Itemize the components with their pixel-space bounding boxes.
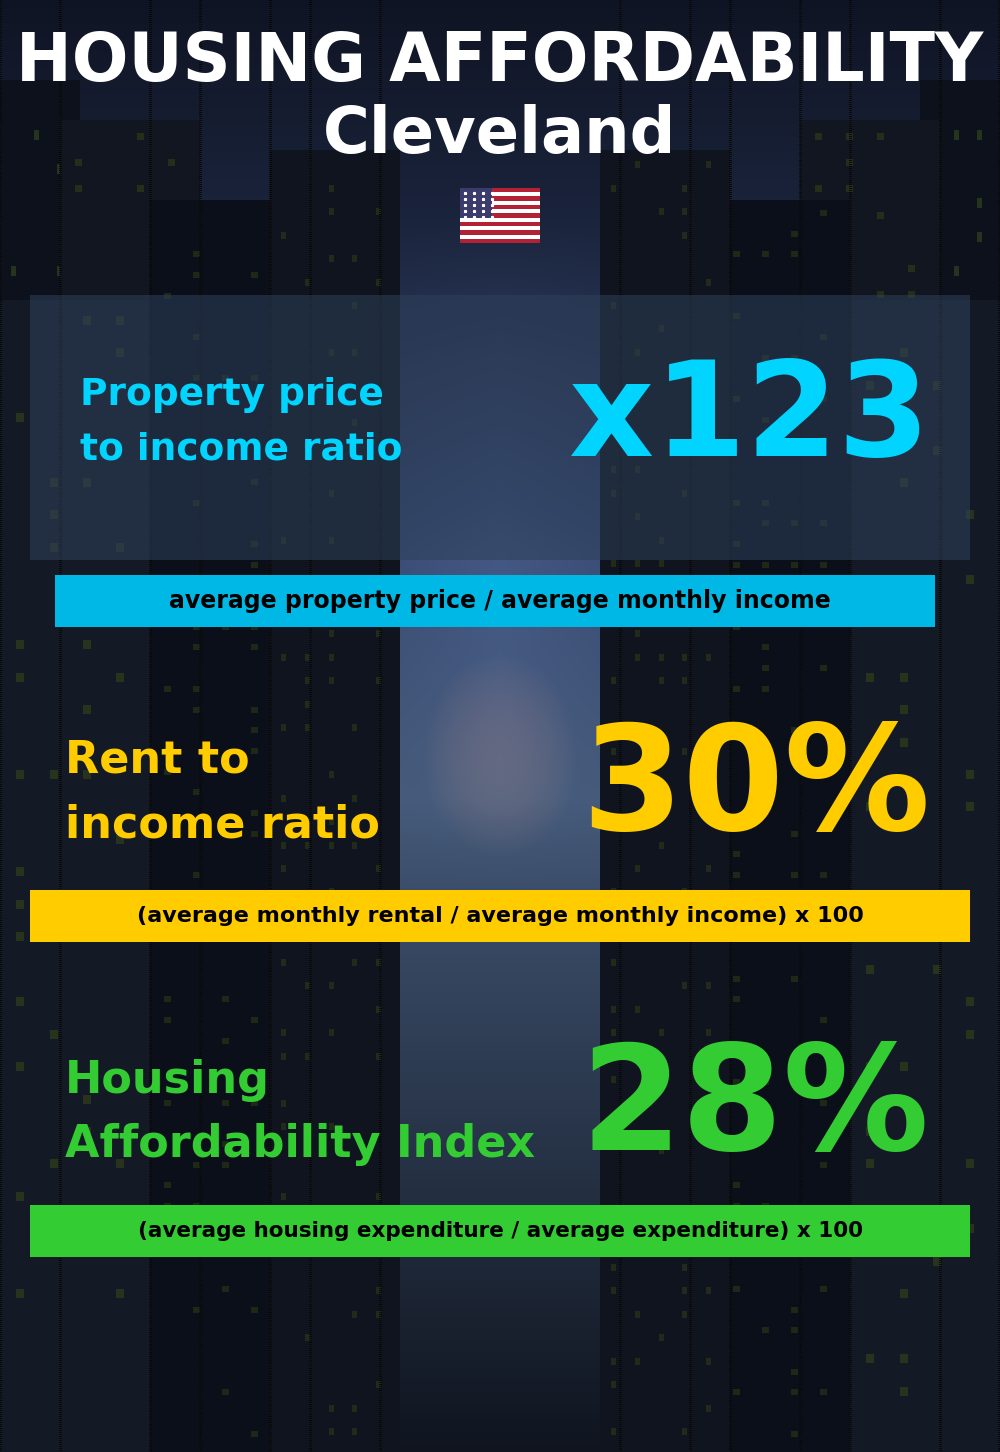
Text: Property price: Property price [80, 378, 384, 412]
Bar [460, 231, 540, 235]
Bar [55, 575, 935, 627]
Text: 30%: 30% [581, 720, 930, 861]
Text: Cleveland: Cleveland [323, 105, 677, 166]
Bar [460, 196, 540, 200]
Bar [460, 187, 540, 192]
Text: Rent to: Rent to [65, 739, 250, 781]
Bar [460, 227, 540, 231]
Text: (average housing expenditure / average expenditure) x 100: (average housing expenditure / average e… [138, 1221, 862, 1241]
Text: Affordability Index: Affordability Index [65, 1124, 535, 1166]
Bar [460, 209, 540, 213]
Bar [30, 1205, 970, 1257]
Text: average property price / average monthly income: average property price / average monthly… [169, 590, 831, 613]
Text: HOUSING AFFORDABILITY: HOUSING AFFORDABILITY [16, 29, 984, 94]
Bar [30, 295, 970, 560]
Bar [30, 890, 970, 942]
Bar [460, 213, 540, 218]
Bar [460, 218, 540, 222]
Bar [460, 222, 540, 227]
Text: Housing: Housing [65, 1059, 270, 1102]
Text: (average monthly rental / average monthly income) x 100: (average monthly rental / average monthl… [137, 906, 863, 926]
Text: income ratio: income ratio [65, 803, 380, 847]
Bar [460, 238, 540, 242]
Bar [460, 205, 540, 209]
Text: 28%: 28% [581, 1040, 930, 1180]
Bar [460, 235, 540, 238]
Bar [460, 192, 540, 196]
Bar [460, 187, 492, 218]
Bar [460, 200, 540, 205]
Text: x123: x123 [569, 357, 930, 484]
Text: to income ratio: to income ratio [80, 433, 402, 468]
